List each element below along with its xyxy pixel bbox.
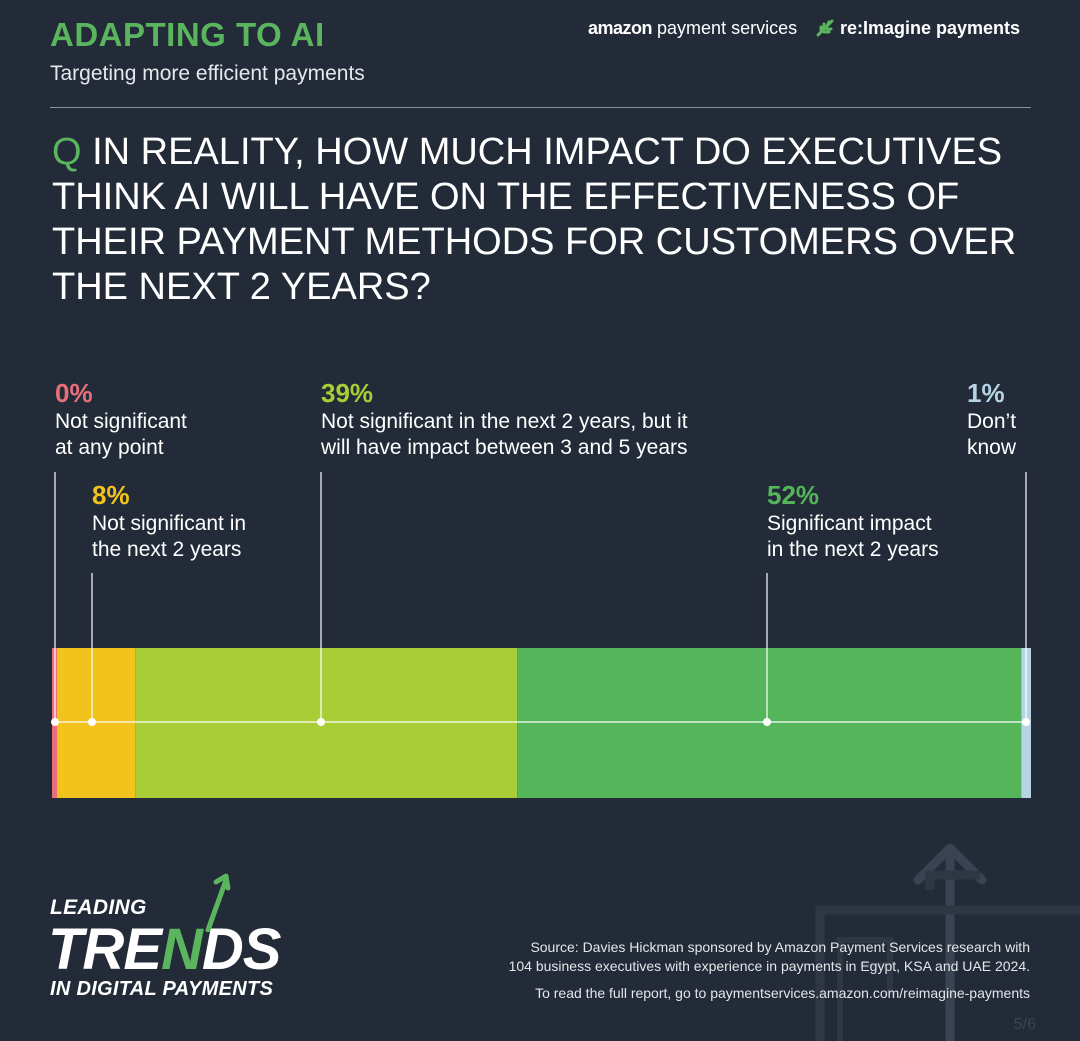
- callout-dot-1: [88, 718, 96, 726]
- logo-trends-n: N: [161, 917, 203, 982]
- source-line-1: Source: Davies Hickman sponsored by Amaz…: [530, 939, 1030, 955]
- source-note: Source: Davies Hickman sponsored by Amaz…: [410, 938, 1030, 976]
- callout-dot-3: [763, 718, 771, 726]
- callout-4: 1% Don’t know: [967, 378, 1016, 461]
- callout-dot-2: [317, 718, 325, 726]
- bar-segment-2: [135, 648, 518, 798]
- callout-4-label-line2: know: [967, 436, 1017, 459]
- logo-digital-payments-text: IN DIGITAL PAYMENTS: [50, 978, 274, 1000]
- callout-dot-0: [51, 718, 59, 726]
- reimagine-payments-logo: re:Imagine payments: [816, 18, 1020, 39]
- leaf-icon: [816, 19, 834, 37]
- callout-3: 52% Significant impact in the next 2 yea…: [767, 480, 939, 563]
- logo-trends-part-b: DS: [201, 917, 282, 982]
- callout-1-value: 8%: [92, 480, 130, 510]
- callout-4-label-line1: Don’t: [967, 410, 1017, 433]
- callout-2-label-line2: will have impact between 3 and 5 years: [321, 436, 688, 459]
- callout-0-label-line2: at any point: [55, 436, 164, 459]
- question-body: IN REALITY, HOW MUCH IMPACT DO EXECUTIVE…: [52, 131, 1017, 308]
- logo-trends-part-a: TRE: [48, 917, 162, 982]
- callout-2-label-line1: Not significant in the next 2 years, but…: [321, 410, 688, 433]
- question-q-mark: Q: [52, 131, 82, 173]
- payment-services-text: payment services: [652, 18, 798, 38]
- source-line-2: 104 business executives with experience …: [508, 958, 1030, 974]
- page-number: 5/6: [1013, 1016, 1036, 1033]
- logo-up-arrow-icon: [205, 873, 231, 932]
- callout-1-label-line1: Not significant in: [92, 512, 247, 535]
- callout-3-value: 52%: [767, 480, 820, 510]
- page-subtitle: Targeting more efficient payments: [50, 62, 365, 85]
- callout-3-label-line2: in the next 2 years: [767, 538, 939, 561]
- callout-2-value: 39%: [321, 378, 374, 408]
- header-divider: [50, 107, 1031, 108]
- callout-1-label-line2: the next 2 years: [92, 538, 242, 561]
- callout-0: 0% Not significant at any point: [55, 378, 187, 461]
- callout-dot-4: [1022, 718, 1030, 726]
- callout-3-label-line1: Significant impact: [767, 512, 932, 535]
- leading-trends-logo: LEADING TRENDS IN DIGITAL PAYMENTS: [48, 872, 308, 1012]
- callout-0-value: 0%: [55, 378, 93, 408]
- logo-trends-text: TRENDS: [48, 916, 282, 983]
- callout-2: 39% Not significant in the next 2 years,…: [321, 378, 688, 461]
- stacked-bar-chart: [51, 472, 1031, 798]
- logo-leading-text: LEADING: [50, 896, 147, 919]
- callout-1: 8% Not significant in the next 2 years: [92, 480, 246, 563]
- reimagine-text: re:Imagine payments: [840, 18, 1021, 38]
- amazon-payment-services-logo: amazon payment services: [588, 18, 797, 39]
- page-title: ADAPTING TO AI: [50, 16, 325, 53]
- question-text: Q IN REALITY, HOW MUCH IMPACT DO EXECUTI…: [52, 130, 1032, 310]
- callout-0-label-line1: Not significant: [55, 410, 187, 433]
- callout-4-value: 1%: [967, 378, 1005, 408]
- amazon-wordmark: amazon: [588, 18, 653, 38]
- bar-segment-1: [57, 648, 136, 798]
- report-link-text: To read the full report, go to paymentse…: [535, 985, 1030, 1001]
- decorative-arrow-graphic: [815, 843, 1080, 1041]
